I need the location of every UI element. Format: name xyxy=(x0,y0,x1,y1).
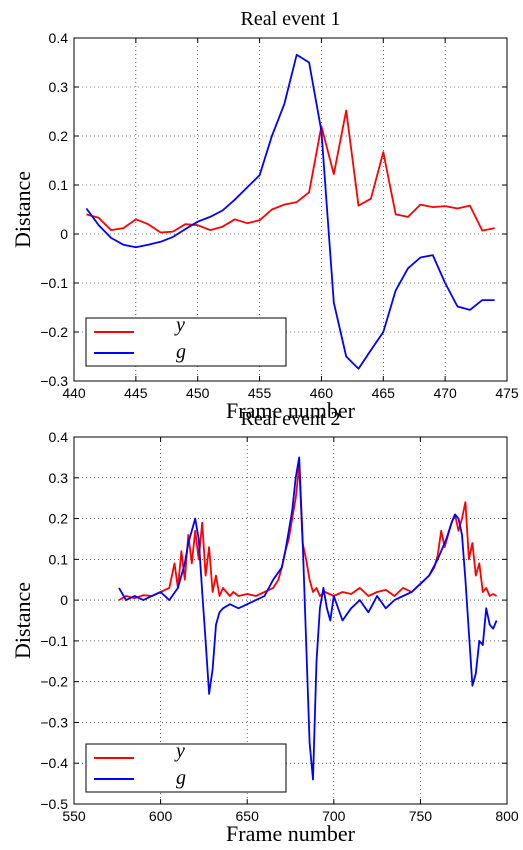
y-tick-label: 0.1 xyxy=(49,177,69,193)
legend: yg xyxy=(85,740,287,793)
x-tick-label: 650 xyxy=(236,808,260,824)
y-axis-label: Distance xyxy=(10,582,35,659)
y-tick-label: 0 xyxy=(60,226,68,242)
x-tick-label: 750 xyxy=(409,808,433,824)
series-line-g xyxy=(118,456,498,781)
legend-label-g: g xyxy=(176,767,186,789)
x-tick-label: 600 xyxy=(149,808,173,824)
x-tick-label: 475 xyxy=(495,385,519,401)
plot-panel-1: 440 445 450 455 460 465 470 475 −0.3 −0.2 −0.1 0 0.1… xyxy=(10,8,519,423)
series-line-y xyxy=(86,109,495,234)
chart-title: Real event 1 xyxy=(241,8,341,30)
legend-label-y: y xyxy=(174,314,185,336)
y-tick-label: −0.4 xyxy=(40,755,68,771)
y-tick-label: 0.4 xyxy=(49,30,69,46)
x-tick-label: 455 xyxy=(248,385,272,401)
y-tick-label: −0.2 xyxy=(40,324,68,340)
y-tick-label: −0.3 xyxy=(40,714,68,730)
chart-title: Real event 2 xyxy=(241,408,341,430)
y-tick-label: −0.3 xyxy=(40,373,68,389)
y-tick-label: 0.2 xyxy=(49,128,69,144)
y-tick-label: −0.1 xyxy=(40,633,68,649)
x-tick-label: 445 xyxy=(124,385,148,401)
y-tick-label: 0.3 xyxy=(49,79,69,95)
x-tick-label: 700 xyxy=(322,808,346,824)
legend: yg xyxy=(85,314,287,367)
legend-box xyxy=(85,317,287,367)
legend-box xyxy=(85,743,287,793)
x-tick-label: 450 xyxy=(186,385,210,401)
legend-label-g: g xyxy=(176,341,186,363)
x-tick-label: 550 xyxy=(62,808,86,824)
x-tick-label: 460 xyxy=(310,385,334,401)
y-tick-label: −0.5 xyxy=(40,796,68,812)
y-tick-label: 0.3 xyxy=(49,470,69,486)
y-tick-label: −0.1 xyxy=(40,275,68,291)
plot-area xyxy=(73,436,508,805)
series-line-g xyxy=(85,53,495,370)
y-tick-label: 0 xyxy=(60,592,68,608)
x-tick-label: 800 xyxy=(495,808,519,824)
x-axis-label: Frame number xyxy=(226,398,356,423)
x-tick-label: 440 xyxy=(62,385,86,401)
y-tick-label: 0.2 xyxy=(49,511,69,527)
y-tick-label: 0.1 xyxy=(49,551,69,567)
x-axis-label: Frame number xyxy=(226,821,356,846)
y-axis-label: Distance xyxy=(10,171,35,248)
plot-panel-2: 550 600 650 700 750 800 −0.5 −0.4 −0.3 −0.2 −0.1 0 0… xyxy=(10,408,519,846)
x-tick-label: 465 xyxy=(372,385,396,401)
x-tick-label: 470 xyxy=(433,385,457,401)
y-tick-label: −0.2 xyxy=(40,674,68,690)
legend-label-y: y xyxy=(174,740,185,762)
y-tick-label: 0.4 xyxy=(49,429,69,445)
